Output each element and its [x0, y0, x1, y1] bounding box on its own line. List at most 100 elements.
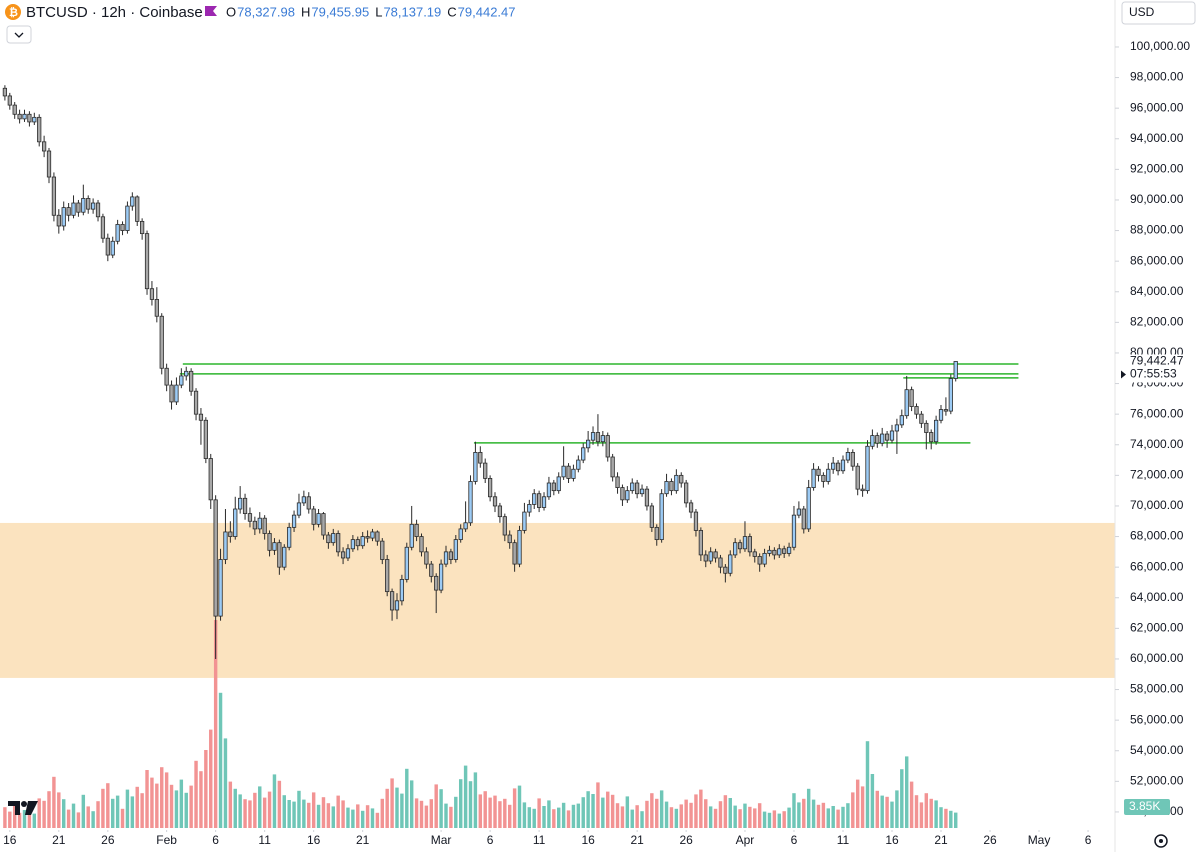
volume-bar: [728, 798, 732, 828]
candle-body: [889, 430, 895, 441]
volume-bar: [140, 793, 144, 828]
volume-bar: [723, 795, 728, 828]
candle-body: [561, 465, 566, 478]
y-tick-label: 70,000.00: [1130, 498, 1184, 512]
volume-bar: [650, 793, 654, 828]
volume-bar: [914, 795, 919, 828]
volume-bar: [694, 794, 698, 828]
candle-body: [733, 542, 738, 556]
currency: USD: [1129, 5, 1155, 19]
collapse-button[interactable]: [6, 25, 32, 44]
candle-body: [948, 378, 953, 412]
volume-bar: [253, 792, 257, 828]
candle-body: [282, 546, 287, 568]
volume-bar: [287, 800, 291, 828]
volume-bar: [311, 792, 316, 828]
y-tick-label: 82,000.00: [1130, 315, 1184, 329]
candle-body: [41, 141, 47, 152]
flag-icon[interactable]: [205, 6, 217, 16]
ohlc-key: O: [226, 4, 236, 19]
candle-body: [149, 288, 155, 300]
volume-bar: [669, 807, 674, 828]
y-tick-label: 76,000.00: [1130, 406, 1184, 420]
ohlc-key: H: [301, 4, 310, 19]
candle-body: [943, 409, 949, 412]
candle-body: [610, 456, 615, 478]
candle-body: [311, 508, 316, 525]
candle-body: [551, 482, 556, 492]
candle-body: [664, 481, 669, 495]
volume-bar: [630, 809, 634, 828]
volume-bar: [57, 792, 61, 828]
candle-body: [375, 531, 380, 542]
volume-bar: [66, 809, 71, 828]
candle-body: [605, 435, 610, 458]
volume-bar: [248, 800, 252, 828]
y-tick-label: 88,000.00: [1130, 223, 1184, 237]
volume-bar: [145, 770, 149, 828]
x-tick-label: Mar: [431, 833, 452, 847]
volume-bar: [488, 797, 492, 828]
y-tick-label: 64,000.00: [1130, 590, 1184, 604]
candle-body: [904, 389, 909, 417]
volume-bar: [228, 781, 233, 828]
plot: [0, 85, 1115, 828]
y-tick-label: 84,000.00: [1130, 284, 1184, 298]
volume-bar: [596, 782, 600, 828]
volume-bar: [571, 804, 576, 828]
volume-bar: [498, 801, 502, 828]
candle-body: [718, 557, 723, 568]
candle-body: [870, 435, 875, 447]
volume-bar: [601, 797, 605, 828]
volume-bar: [22, 810, 27, 828]
volume-bar: [47, 791, 51, 828]
volume-bar: [655, 798, 659, 828]
volume-bar: [164, 772, 169, 828]
candle-body: [189, 370, 194, 392]
volume-bar: [42, 800, 46, 828]
currency-button[interactable]: [1121, 1, 1196, 25]
candle-body: [855, 465, 860, 490]
volume-bar: [851, 792, 855, 828]
volume-bar: [169, 784, 174, 828]
y-tick-label: 54,000.00: [1130, 743, 1184, 757]
volume-bar: [767, 812, 772, 828]
volume-bar: [704, 799, 708, 828]
candle-body: [394, 600, 400, 611]
volume-bar: [900, 769, 904, 828]
candle-body: [223, 531, 228, 560]
y-tick-label: 68,000.00: [1130, 529, 1184, 543]
x-tick-label: 26: [101, 833, 115, 847]
volume-bar: [777, 813, 781, 828]
volume-bar: [130, 796, 135, 828]
volume-bar: [581, 797, 585, 828]
volume-bar: [503, 798, 507, 828]
candle-body: [517, 530, 522, 565]
settings-icon[interactable]: [1154, 834, 1168, 848]
volume-bar: [223, 738, 228, 828]
volume-bar: [76, 812, 81, 828]
x-tick-label: 16: [307, 833, 321, 847]
x-tick-label: 11: [533, 833, 546, 847]
candle-body: [218, 559, 223, 617]
volume-bar: [664, 801, 669, 828]
candle-body: [688, 502, 694, 513]
volume-bar: [615, 803, 620, 828]
volume-bar: [517, 785, 522, 828]
volume-bar: [865, 741, 870, 828]
candle-body: [61, 207, 66, 227]
volume-bar: [757, 803, 762, 828]
x-tick-label: 6: [791, 833, 798, 847]
candle-body: [130, 196, 135, 207]
volume-bar: [32, 813, 37, 828]
candle-body: [512, 542, 517, 565]
volume-bar: [321, 797, 326, 828]
candle-body: [380, 540, 385, 560]
x-tick-label: 21: [52, 833, 66, 847]
volume-bar: [909, 781, 914, 828]
candle-body: [659, 493, 664, 541]
candle-body: [169, 384, 174, 403]
volume-bar: [493, 795, 497, 828]
candle-body: [537, 493, 542, 508]
candle-body: [777, 548, 782, 556]
